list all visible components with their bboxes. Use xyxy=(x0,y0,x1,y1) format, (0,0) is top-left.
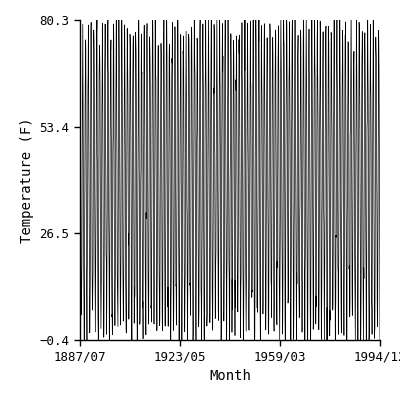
Y-axis label: Temperature (F): Temperature (F) xyxy=(20,117,34,243)
X-axis label: Month: Month xyxy=(209,369,251,383)
